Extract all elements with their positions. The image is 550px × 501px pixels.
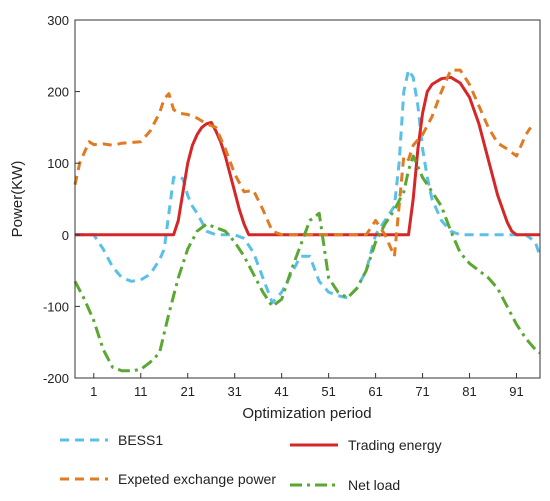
x-axis: 1 11 21 31 41 51 61 71 81 91 <box>90 373 524 399</box>
x-tick-label: 91 <box>509 384 523 399</box>
y-tick-label: 300 <box>47 13 69 28</box>
y-tick-label: -200 <box>43 371 69 386</box>
series-line-expeted-exchange-power <box>73 68 532 258</box>
y-tick-label: -100 <box>43 299 69 314</box>
legend-label-trading-energy: Trading energy <box>348 437 442 453</box>
y-tick-label: 200 <box>47 85 69 100</box>
legend: BESS1 Trading energy Expeted exchange powe… <box>60 432 442 493</box>
x-tick-label: 31 <box>227 384 241 399</box>
legend-label-bess1: BESS1 <box>118 432 163 448</box>
series-line-net-load <box>73 154 541 373</box>
x-tick-label: 21 <box>180 384 194 399</box>
x-tick-label: 41 <box>274 384 288 399</box>
x-tick-label: 51 <box>321 384 335 399</box>
legend-label-expeted-exchange-power: Expeted exchange power <box>118 471 276 487</box>
y-axis: -200 -100 0 100 200 300 <box>43 13 80 386</box>
legend-label-net-load: Net load <box>348 477 400 493</box>
series-line-trading-energy <box>75 75 540 237</box>
x-tick-label: 71 <box>415 384 429 399</box>
x-tick-label: 81 <box>462 384 476 399</box>
x-tick-label: 1 <box>90 384 97 399</box>
x-axis-label: Optimization period <box>242 405 371 422</box>
plot-area <box>73 68 542 373</box>
x-tick-label: 61 <box>368 384 382 399</box>
y-axis-label: Power(KW) <box>9 161 26 238</box>
x-tick-label: 11 <box>134 384 148 399</box>
plot-frame <box>74 19 541 379</box>
series-line-bess1 <box>75 68 542 305</box>
y-tick-label: 100 <box>47 156 69 171</box>
y-tick-label: 0 <box>62 228 69 243</box>
